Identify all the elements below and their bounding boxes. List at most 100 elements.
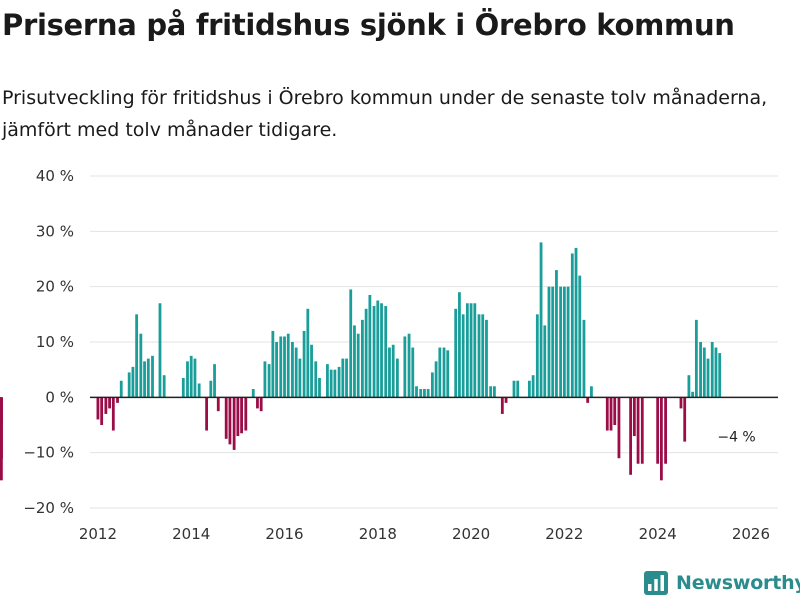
bar <box>461 314 465 398</box>
bar <box>279 336 283 398</box>
bar <box>659 397 663 481</box>
bar <box>0 397 3 420</box>
bar <box>151 355 154 398</box>
bar <box>535 314 539 398</box>
bar <box>407 333 411 398</box>
bar <box>271 330 275 398</box>
bar <box>590 386 593 398</box>
bar <box>702 347 706 398</box>
y-tick-label: 30 % <box>36 222 74 240</box>
bar <box>267 364 271 398</box>
bar <box>582 319 586 398</box>
bar <box>473 303 477 398</box>
bar <box>205 397 209 431</box>
bar <box>617 397 621 459</box>
bar <box>574 247 578 398</box>
bar <box>240 397 243 434</box>
bar <box>559 286 563 398</box>
bar <box>283 336 286 398</box>
bar <box>694 319 698 398</box>
annotations: −4 % <box>717 429 755 445</box>
bar <box>465 303 469 398</box>
bar <box>699 342 702 398</box>
bar <box>294 347 298 398</box>
bar <box>687 375 691 398</box>
y-tick-label: −20 % <box>23 499 74 517</box>
bar <box>504 397 508 403</box>
bar <box>500 397 504 414</box>
bar <box>388 347 391 398</box>
bar <box>104 397 108 414</box>
bar <box>116 397 119 403</box>
bar <box>146 358 150 398</box>
y-tick-label: 0 % <box>45 388 74 406</box>
bar <box>361 319 364 398</box>
bar <box>714 347 718 398</box>
bar <box>446 350 450 398</box>
bar <box>551 286 555 398</box>
bar <box>664 397 667 464</box>
bar <box>384 306 388 398</box>
bar <box>547 286 551 398</box>
bar <box>656 397 660 464</box>
newsworthy-logo: Newsworthy <box>644 566 800 600</box>
bar <box>489 386 493 398</box>
bar <box>263 361 267 398</box>
bar <box>376 300 380 398</box>
x-axis-labels: 2012 2014 2016 2018 2020 2022 2024 2026 <box>79 525 770 543</box>
chart-title: Priserna på fritidshus sjönk i Örebro ko… <box>2 8 735 42</box>
bar <box>181 377 185 398</box>
bar <box>108 397 111 409</box>
bar <box>566 286 570 398</box>
bar <box>415 386 418 398</box>
bar <box>291 342 294 398</box>
bar <box>131 366 135 398</box>
bar <box>613 397 617 425</box>
bar <box>527 380 531 398</box>
bar <box>329 369 333 398</box>
bar <box>209 380 213 398</box>
bar <box>423 389 426 398</box>
bar <box>395 358 399 398</box>
bar <box>403 336 407 398</box>
bar <box>481 314 485 398</box>
bar <box>562 286 566 398</box>
bar <box>372 306 376 398</box>
bar <box>333 369 337 398</box>
bar <box>438 347 442 398</box>
bar <box>632 397 636 437</box>
bar <box>411 347 415 398</box>
bar <box>232 397 236 450</box>
bar <box>127 372 131 398</box>
y-tick-label: −10 % <box>23 444 74 462</box>
bar <box>189 355 193 398</box>
x-tick-label: 2022 <box>545 525 583 543</box>
bar <box>341 358 345 398</box>
x-tick-label: 2026 <box>732 525 770 543</box>
bar <box>442 347 446 398</box>
bar <box>636 397 640 464</box>
bar <box>0 397 3 459</box>
bar <box>493 386 496 398</box>
chart-subtitle: Prisutveckling för fritidshus i Örebro k… <box>2 87 768 141</box>
x-tick-label: 2014 <box>172 525 210 543</box>
bar <box>251 389 255 398</box>
bar <box>139 333 143 398</box>
bar <box>469 303 473 398</box>
bar <box>683 397 687 442</box>
x-tick-label: 2024 <box>639 525 677 543</box>
bar <box>380 303 383 398</box>
bar <box>477 314 481 398</box>
bar <box>158 303 162 398</box>
bar <box>213 364 216 398</box>
bar <box>485 319 488 398</box>
bar <box>326 364 329 398</box>
y-tick-label: 10 % <box>36 333 74 351</box>
bar <box>275 342 278 398</box>
x-tick-label: 2020 <box>452 525 490 543</box>
bar <box>640 397 644 464</box>
bar <box>531 375 535 398</box>
bar <box>458 292 461 398</box>
bar <box>364 308 368 398</box>
bar <box>197 383 201 398</box>
